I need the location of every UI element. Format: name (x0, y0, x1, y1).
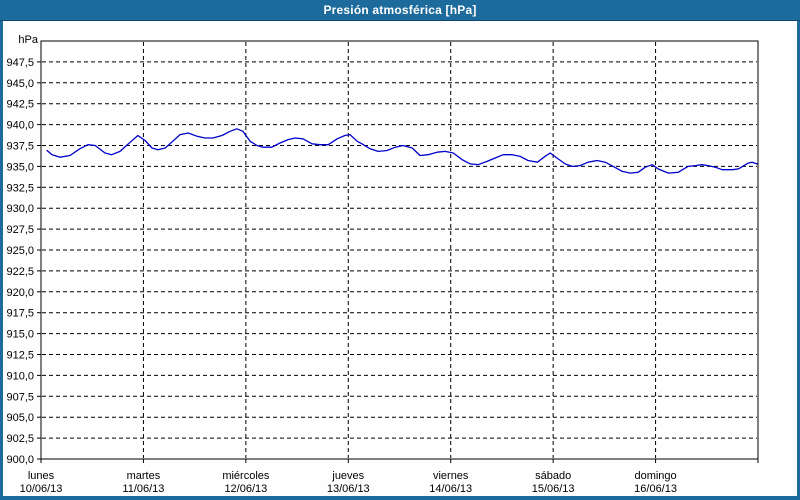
day-name-label: miércoles (222, 470, 270, 482)
y-tick-label: 927,5 (6, 224, 34, 236)
day-date-label: 16/06/13 (634, 483, 677, 495)
day-name-label: lunes (28, 470, 55, 482)
y-tick-label: 910,0 (6, 370, 34, 382)
day-date-label: 12/06/13 (224, 483, 267, 495)
y-tick-label: 907,5 (6, 391, 34, 403)
y-tick-label: 912,5 (6, 350, 34, 362)
window-titlebar: Presión atmosférica [hPa] (0, 0, 800, 21)
pressure-series-line (46, 128, 758, 174)
pressure-line-chart: 947,5 945,0 942,5 940,0 937,5 935,0 932,5 930,0… (6, 40, 759, 495)
y-axis-unit-label: hPa (18, 34, 38, 46)
y-tick-label: 942,5 (6, 99, 34, 111)
y-tick-label: 905,0 (6, 412, 34, 424)
y-tick-label: 930,0 (6, 203, 34, 215)
day-name-label: jueves (331, 470, 364, 482)
day-date-label: 10/06/13 (20, 483, 63, 495)
plot-border (40, 40, 759, 460)
y-tick-label: 947,5 (6, 57, 34, 69)
day-name-label: sábado (535, 470, 571, 482)
y-tick-label: 932,5 (6, 182, 34, 194)
y-tick-label: 920,0 (6, 287, 34, 299)
day-name-label: domingo (634, 470, 676, 482)
day-date-label: 15/06/13 (532, 483, 575, 495)
y-tick-label: 925,0 (6, 245, 34, 257)
window-title: Presión atmosférica [hPa] (323, 3, 477, 17)
chart-area: hPa 947,5 945,0 942,5 940,0 937,5 935,0 932,5 9… (3, 21, 797, 496)
y-tick-label: 937,5 (6, 141, 34, 153)
y-tick-label: 945,0 (6, 78, 34, 90)
y-tick-label: 940,0 (6, 120, 34, 132)
day-name-label: viernes (433, 470, 469, 482)
y-tick-label: 900,0 (6, 454, 34, 466)
y-tick-label: 915,0 (6, 329, 34, 341)
y-tick-label: 902,5 (6, 433, 34, 445)
y-tick-label: 935,0 (6, 161, 34, 173)
y-tick-label: 917,5 (6, 308, 34, 320)
day-name-label: martes (127, 470, 161, 482)
day-date-label: 13/06/13 (327, 483, 370, 495)
y-tick-label: 922,5 (6, 266, 34, 278)
day-date-label: 11/06/13 (122, 483, 164, 495)
day-date-label: 14/06/13 (429, 483, 472, 495)
